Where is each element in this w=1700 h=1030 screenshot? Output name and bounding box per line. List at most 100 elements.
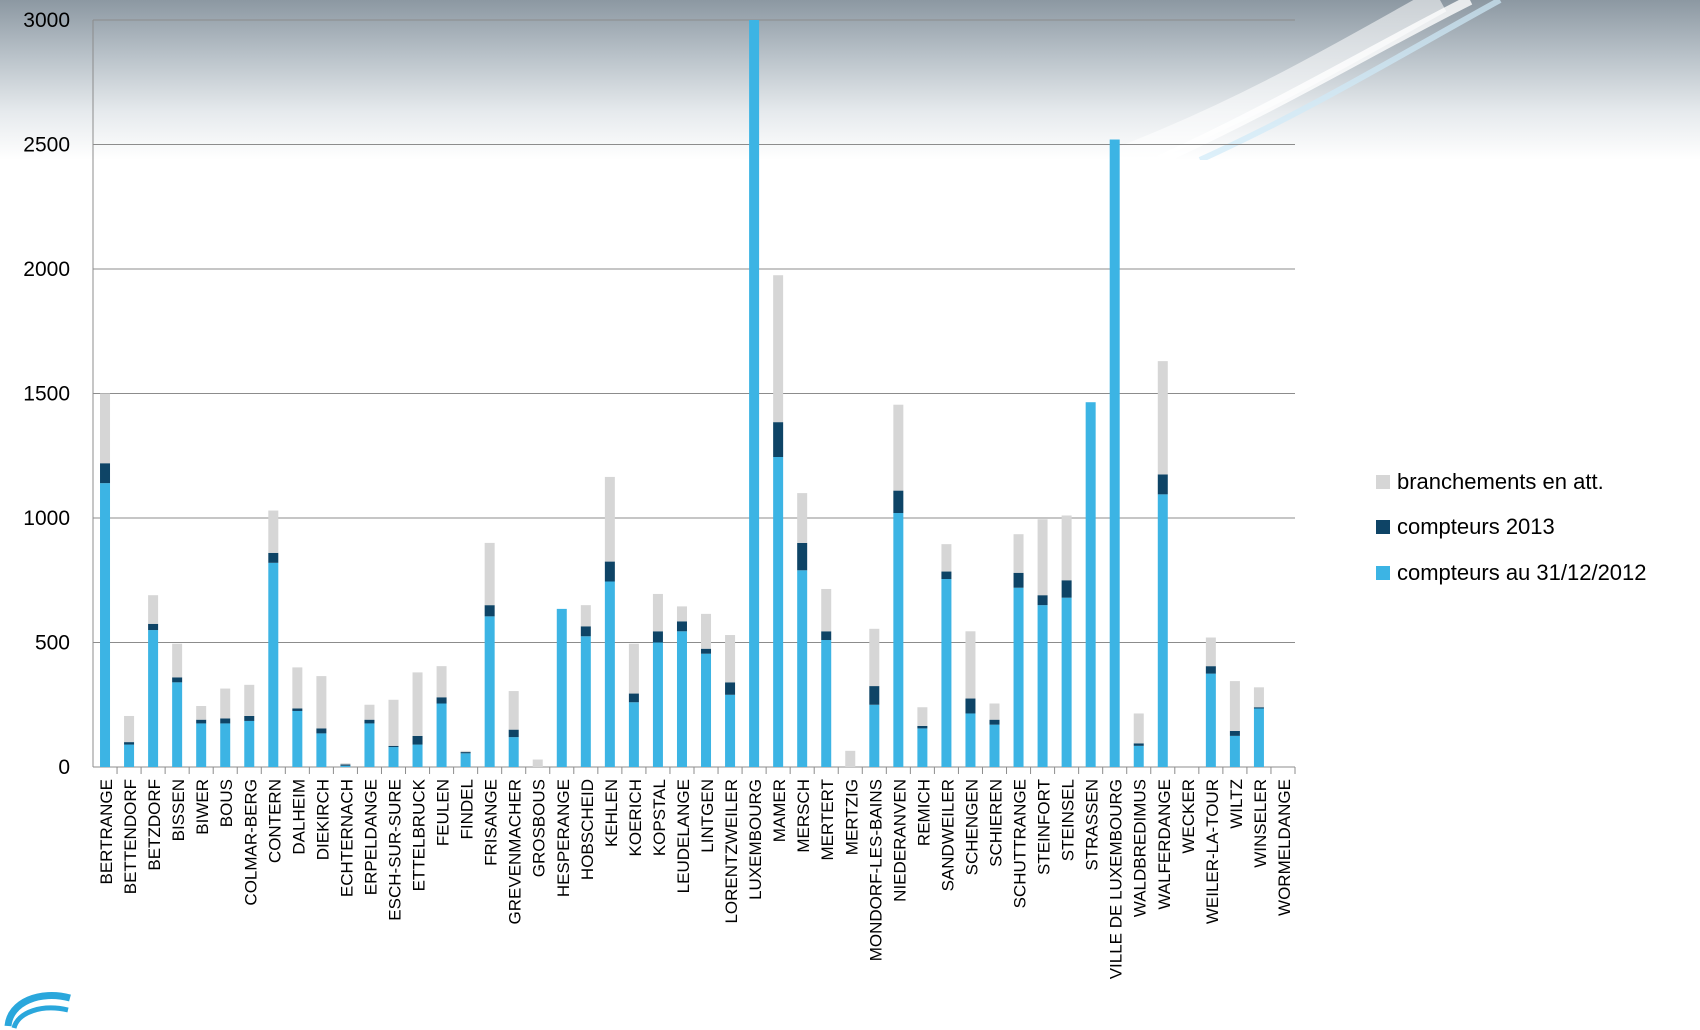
bar-segment	[725, 635, 736, 683]
bar-segment	[773, 275, 784, 423]
bar-segment	[364, 704, 375, 720]
bar-segment	[172, 682, 183, 767]
bar-segment	[797, 542, 808, 571]
bar-segment	[124, 742, 135, 745]
y-tick-label: 2000	[23, 258, 70, 281]
bar-segment	[821, 588, 832, 632]
bar-segment	[1253, 708, 1264, 767]
x-tick-label: LEUDELANGE	[674, 779, 693, 893]
bar-segment	[508, 729, 519, 738]
bar-segment	[917, 728, 928, 767]
bar-segment	[676, 621, 687, 632]
bar-segment	[941, 544, 952, 572]
bar-segment	[148, 630, 159, 767]
bar-segment	[1205, 637, 1216, 667]
x-tick-label: BISSEN	[169, 779, 188, 841]
bar-segment	[1157, 361, 1168, 475]
bar-segment	[580, 636, 591, 767]
x-tick-label: COLMAR-BERG	[241, 779, 260, 906]
x-tick-label: MERTERT	[818, 779, 837, 861]
bar-segment	[1061, 515, 1072, 581]
bar-segment	[580, 605, 591, 627]
bar-segment	[412, 744, 423, 767]
bar-segment	[893, 490, 904, 514]
bar-segment	[1133, 745, 1144, 767]
bar-segment	[1013, 534, 1024, 573]
bar-segment	[460, 753, 471, 767]
x-tick-label: ESCH-SUR-SURE	[386, 779, 405, 921]
x-tick-label: FINDEL	[458, 779, 477, 839]
legend-swatch	[1376, 520, 1390, 534]
bar-segment	[893, 404, 904, 491]
bar-segment	[1205, 673, 1216, 767]
bar-segment	[845, 750, 856, 767]
x-tick-label: SCHENGEN	[962, 779, 981, 875]
bar-segment	[869, 704, 880, 767]
x-tick-label: HOBSCHEID	[578, 779, 597, 880]
bar-segment	[388, 699, 399, 746]
bar-segment	[893, 513, 904, 767]
bar-segment	[773, 456, 784, 767]
bar-segment	[124, 715, 135, 743]
x-tick-label: ECHTERNACH	[337, 779, 356, 897]
x-tick-label: DALHEIM	[289, 779, 308, 855]
bar-segment	[508, 737, 519, 767]
x-tick-label: VILLE DE LUXEMBOURG	[1107, 779, 1126, 979]
bar-segment	[100, 463, 111, 484]
x-tick-label: LORENTZWEILER	[722, 779, 741, 924]
bar-segment	[965, 698, 976, 714]
bar-segment	[268, 510, 279, 553]
x-tick-label: BOUS	[217, 779, 236, 827]
y-tick-label: 2500	[23, 134, 70, 157]
bar-segment	[797, 493, 808, 543]
x-tick-label: KEHLEN	[602, 779, 621, 847]
bar-segment	[292, 710, 303, 767]
bar-segment	[1085, 402, 1096, 767]
x-tick-label: FRISANGE	[482, 779, 501, 866]
bar-segment	[484, 616, 495, 767]
x-tick-label: WILTZ	[1227, 779, 1246, 829]
bar-segment	[1157, 474, 1168, 495]
logo-icon	[4, 992, 71, 1029]
bar-segment	[460, 750, 471, 753]
bar-segment	[652, 593, 663, 632]
x-tick-label: BERTRANGE	[97, 779, 116, 885]
legend-swatch	[1376, 475, 1390, 489]
bar-segment	[1229, 730, 1240, 736]
bar-segment	[1205, 666, 1216, 674]
bar-segment	[1037, 605, 1048, 767]
x-tick-label: BETTENDORF	[121, 779, 140, 894]
x-tick-label: MONDORF-LES-BAINS	[866, 779, 885, 961]
bar-segment	[124, 744, 135, 767]
legend-swatch	[1376, 566, 1390, 580]
bar-segment	[1109, 139, 1120, 767]
x-tick-label: WORMELDANGE	[1275, 779, 1294, 916]
bar-segment	[941, 579, 952, 767]
x-tick-label: FEULEN	[434, 779, 453, 846]
bar-segment	[941, 571, 952, 580]
bar-segment	[821, 640, 832, 767]
bar-segment	[676, 606, 687, 622]
bar-segment	[364, 719, 375, 724]
bar-segment	[484, 605, 495, 617]
x-tick-label: STEINSEL	[1059, 779, 1078, 861]
bar-segment	[100, 393, 111, 464]
bar-segment	[484, 542, 495, 606]
bar-segment	[1229, 735, 1240, 767]
bar-segment	[340, 763, 351, 765]
bar-segment	[1037, 595, 1048, 606]
y-tick-label: 1500	[23, 383, 70, 406]
x-tick-label: SCHIEREN	[987, 779, 1006, 867]
bar-segment	[725, 694, 736, 767]
bar-segment	[652, 642, 663, 767]
bar-segment	[1013, 572, 1024, 588]
bar-segment	[701, 648, 712, 654]
x-tick-label: SANDWEILER	[938, 779, 957, 891]
bar-segment	[604, 476, 615, 562]
bar-segment	[965, 631, 976, 699]
bar-segment	[268, 562, 279, 767]
bar-segment	[316, 733, 327, 767]
x-tick-label: DIEKIRCH	[313, 779, 332, 860]
bar-segment	[148, 623, 159, 631]
bar-segment	[364, 723, 375, 767]
